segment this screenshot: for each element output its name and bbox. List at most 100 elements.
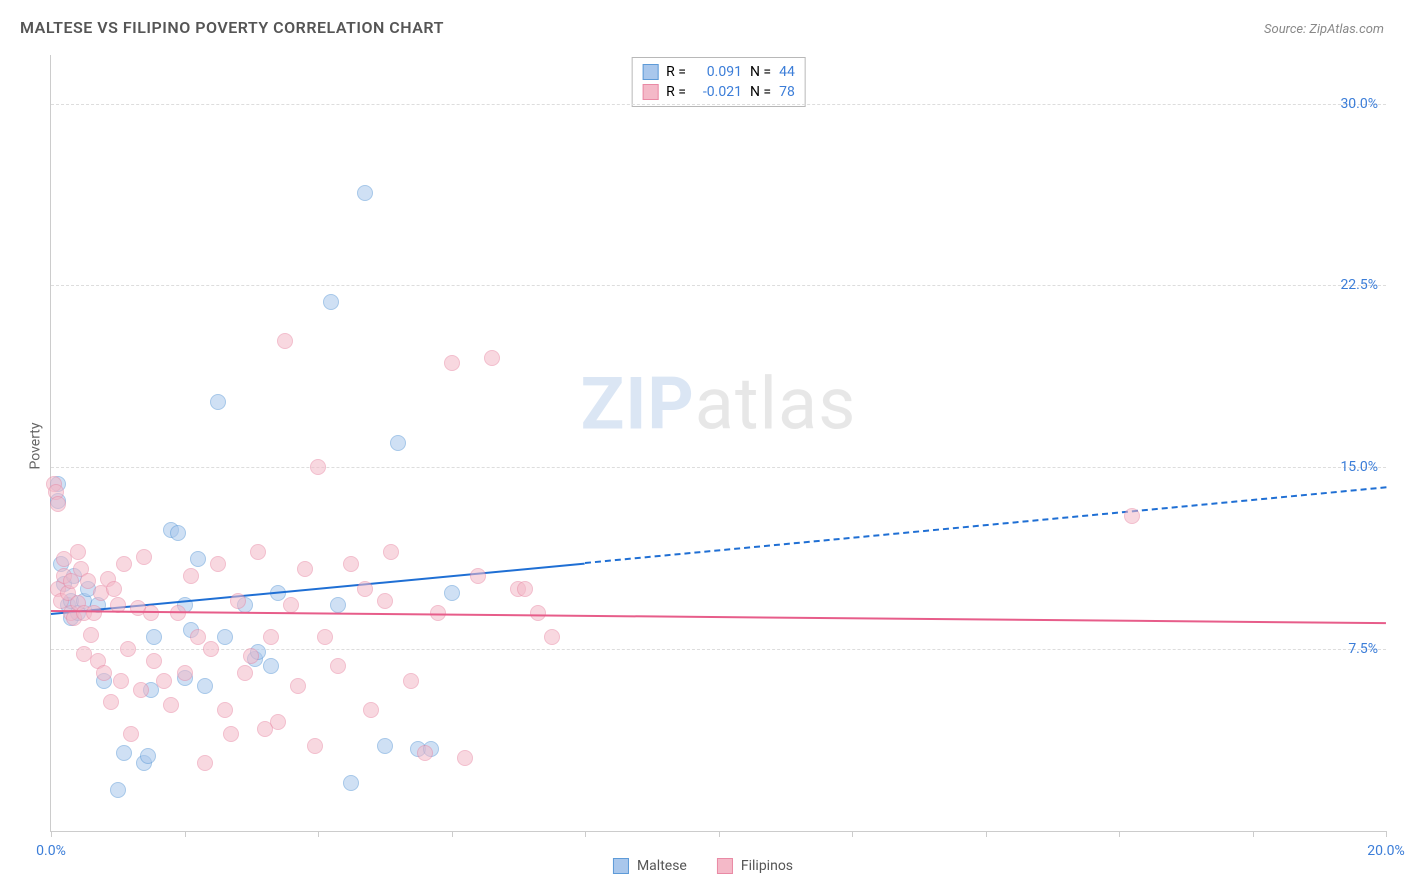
xtick bbox=[185, 831, 186, 837]
scatter-point bbox=[170, 525, 186, 541]
scatter-point bbox=[317, 629, 333, 645]
trendline bbox=[585, 487, 1386, 565]
scatter-point bbox=[530, 605, 546, 621]
xtick bbox=[1119, 831, 1120, 837]
xtick bbox=[986, 831, 987, 837]
r-value-0: 0.091 bbox=[694, 64, 742, 80]
scatter-point bbox=[323, 294, 339, 310]
scatter-point bbox=[190, 551, 206, 567]
swatch-maltese bbox=[642, 64, 658, 80]
gridline bbox=[51, 467, 1386, 468]
scatter-point bbox=[343, 775, 359, 791]
scatter-point bbox=[263, 658, 279, 674]
scatter-point bbox=[484, 350, 500, 366]
scatter-point bbox=[237, 665, 253, 681]
scatter-point bbox=[223, 726, 239, 742]
scatter-point bbox=[357, 185, 373, 201]
scatter-point bbox=[230, 593, 246, 609]
scatter-point bbox=[544, 629, 560, 645]
scatter-point bbox=[146, 653, 162, 669]
ytick-label: 30.0% bbox=[1340, 96, 1378, 112]
scatter-point bbox=[1124, 508, 1140, 524]
xtick bbox=[852, 831, 853, 837]
scatter-point bbox=[156, 673, 172, 689]
scatter-point bbox=[283, 597, 299, 613]
scatter-point bbox=[133, 682, 149, 698]
series-legend: Maltese Filipinos bbox=[613, 858, 793, 874]
scatter-point bbox=[96, 665, 112, 681]
correlation-row-maltese: R = 0.091 N = 44 bbox=[642, 62, 795, 82]
watermark: ZIPatlas bbox=[581, 362, 857, 447]
xtick bbox=[719, 831, 720, 837]
plot-area: ZIPatlas R = 0.091 N = 44 R = -0.021 N =… bbox=[50, 55, 1386, 832]
scatter-point bbox=[116, 745, 132, 761]
scatter-point bbox=[120, 641, 136, 657]
scatter-point bbox=[50, 496, 66, 512]
scatter-point bbox=[470, 568, 486, 584]
legend-swatch-filipinos bbox=[717, 858, 733, 874]
scatter-point bbox=[197, 678, 213, 694]
scatter-point bbox=[183, 568, 199, 584]
xtick bbox=[585, 831, 586, 837]
legend-label-filipinos: Filipinos bbox=[741, 858, 793, 874]
scatter-point bbox=[210, 394, 226, 410]
r-label-0: R = bbox=[666, 64, 686, 80]
scatter-point bbox=[210, 556, 226, 572]
n-label-1: N = bbox=[750, 84, 771, 100]
scatter-point bbox=[217, 629, 233, 645]
legend-label-maltese: Maltese bbox=[637, 858, 687, 874]
scatter-point bbox=[140, 748, 156, 764]
scatter-point bbox=[377, 738, 393, 754]
scatter-point bbox=[190, 629, 206, 645]
scatter-point bbox=[403, 673, 419, 689]
scatter-point bbox=[106, 581, 122, 597]
scatter-point bbox=[457, 750, 473, 766]
scatter-point bbox=[217, 702, 233, 718]
scatter-point bbox=[123, 726, 139, 742]
legend-item-filipinos: Filipinos bbox=[717, 858, 793, 874]
xtick bbox=[1253, 831, 1254, 837]
scatter-point bbox=[390, 435, 406, 451]
scatter-point bbox=[363, 702, 379, 718]
scatter-point bbox=[270, 714, 286, 730]
xtick bbox=[318, 831, 319, 837]
scatter-point bbox=[444, 585, 460, 601]
chart-title: MALTESE VS FILIPINO POVERTY CORRELATION … bbox=[20, 18, 444, 37]
watermark-atlas: atlas bbox=[695, 362, 857, 447]
scatter-point bbox=[146, 629, 162, 645]
scatter-point bbox=[377, 593, 393, 609]
scatter-point bbox=[243, 648, 259, 664]
scatter-point bbox=[307, 738, 323, 754]
ytick-label: 15.0% bbox=[1340, 459, 1378, 475]
scatter-point bbox=[197, 755, 213, 771]
xtick bbox=[1386, 831, 1387, 837]
r-value-1: -0.021 bbox=[694, 84, 742, 100]
y-axis-label: Poverty bbox=[28, 422, 44, 469]
scatter-point bbox=[310, 459, 326, 475]
scatter-point bbox=[86, 605, 102, 621]
ytick-label: 22.5% bbox=[1340, 277, 1378, 293]
xtick-label: 20.0% bbox=[1367, 843, 1405, 859]
xtick bbox=[51, 831, 52, 837]
source-attribution: Source: ZipAtlas.com bbox=[1264, 22, 1384, 37]
scatter-point bbox=[343, 556, 359, 572]
scatter-point bbox=[83, 627, 99, 643]
scatter-point bbox=[70, 544, 86, 560]
ytick-label: 7.5% bbox=[1348, 641, 1378, 657]
scatter-point bbox=[177, 665, 193, 681]
trendline bbox=[51, 610, 1386, 624]
gridline bbox=[51, 285, 1386, 286]
scatter-point bbox=[444, 355, 460, 371]
scatter-point bbox=[517, 581, 533, 597]
scatter-point bbox=[80, 573, 96, 589]
scatter-point bbox=[330, 597, 346, 613]
scatter-point bbox=[250, 544, 266, 560]
n-value-1: 78 bbox=[779, 84, 795, 100]
scatter-point bbox=[136, 549, 152, 565]
scatter-point bbox=[417, 745, 433, 761]
scatter-point bbox=[357, 581, 373, 597]
chart-container: MALTESE VS FILIPINO POVERTY CORRELATION … bbox=[0, 0, 1406, 892]
swatch-filipinos bbox=[642, 84, 658, 100]
scatter-point bbox=[116, 556, 132, 572]
r-label-1: R = bbox=[666, 84, 686, 100]
